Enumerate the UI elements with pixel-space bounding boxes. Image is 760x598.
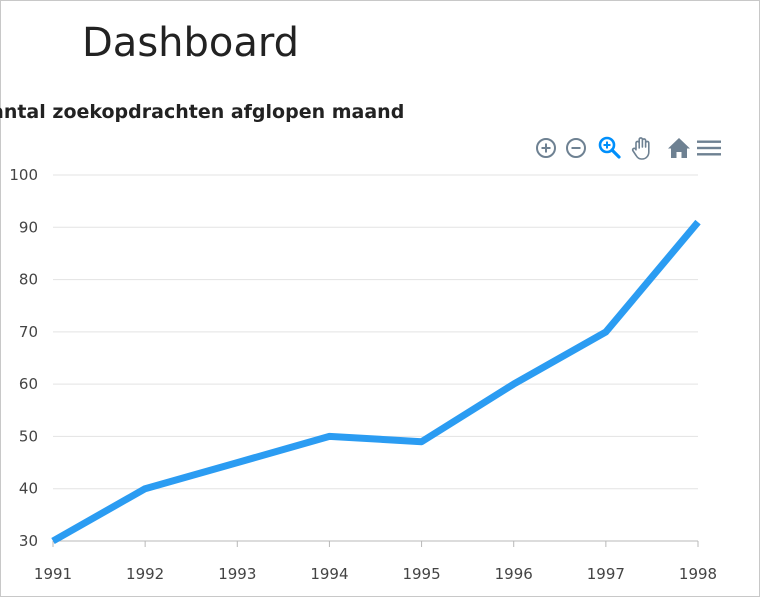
y-tick-label: 100 xyxy=(9,166,38,184)
x-tick-label: 1996 xyxy=(495,565,533,583)
x-tick-label: 1991 xyxy=(34,565,72,583)
reset-home-icon xyxy=(668,138,690,158)
chart-menu-button[interactable] xyxy=(696,134,722,162)
x-tick-label: 1995 xyxy=(402,565,440,583)
x-tick-label: 1998 xyxy=(679,565,717,583)
x-tick-label: 1997 xyxy=(587,565,625,583)
zoom-out-button[interactable] xyxy=(563,134,589,162)
y-tick-label: 50 xyxy=(19,427,38,445)
x-tick-label: 1994 xyxy=(310,565,348,583)
y-tick-label: 80 xyxy=(19,271,38,289)
y-tick-label: 70 xyxy=(19,323,38,341)
x-tick-label: 1992 xyxy=(126,565,164,583)
y-tick-label: 90 xyxy=(19,218,38,236)
zoom-in-icon xyxy=(536,138,556,158)
y-tick-label: 40 xyxy=(19,480,38,498)
x-tick-label: 1993 xyxy=(218,565,256,583)
pan-button[interactable] xyxy=(629,134,655,162)
zoom-out-icon xyxy=(566,138,586,158)
y-tick-label: 60 xyxy=(19,375,38,393)
zoom-in-button[interactable] xyxy=(533,134,559,162)
reset-zoom-button[interactable] xyxy=(666,134,692,162)
selection-zoom-button[interactable] xyxy=(596,134,622,162)
selection-zoom-icon xyxy=(598,136,621,159)
y-tick-label: 30 xyxy=(19,532,38,550)
chart-title: antal zoekopdrachten afglopen maand xyxy=(0,101,405,123)
page-title: Dashboard xyxy=(82,20,300,66)
chart-toolbar xyxy=(533,134,725,162)
pan-hand-icon xyxy=(631,137,650,160)
series-line xyxy=(51,219,701,545)
menu-icon xyxy=(697,140,721,156)
